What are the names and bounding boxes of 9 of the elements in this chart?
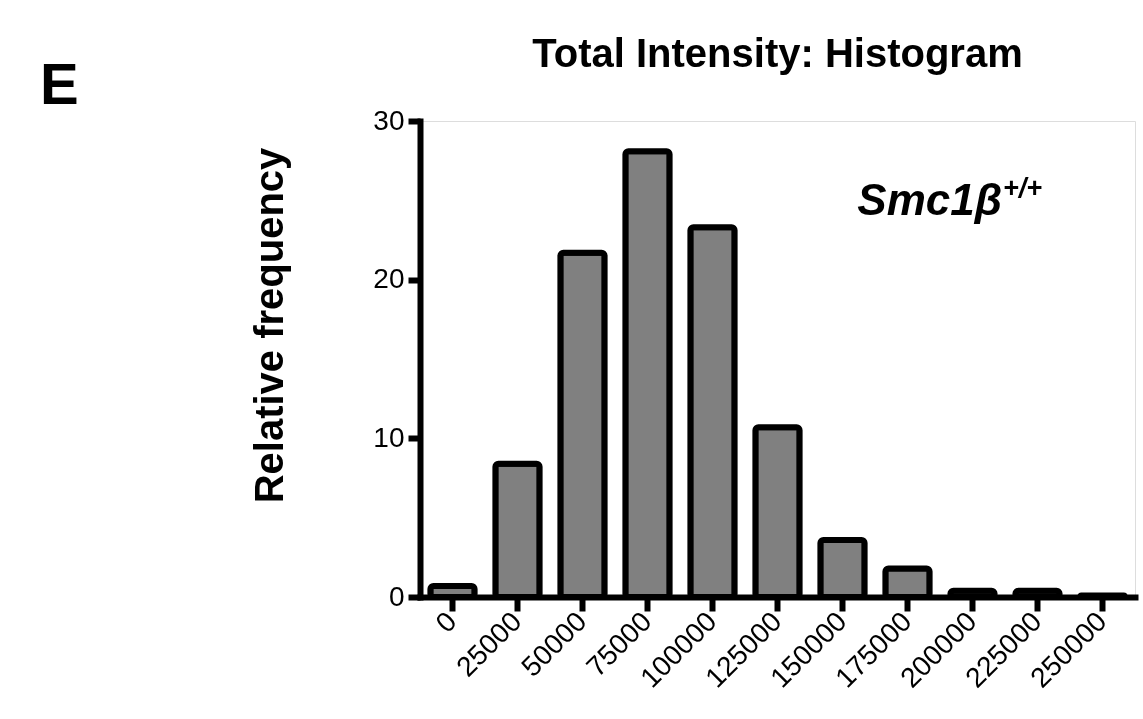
y-tick-label: 30 [373,104,405,136]
y-axis-title: Relative frequency [246,146,291,504]
y-tick-label: 0 [388,580,405,612]
y-tick-label: 20 [373,263,405,295]
text: E [40,51,79,116]
chart-title: Total Intensity: Histogram [532,31,1023,75]
annotation: Smc1β+/+ [857,173,1043,224]
y-tick-label: 10 [373,421,405,453]
x-tick-label: 0 [429,605,463,639]
